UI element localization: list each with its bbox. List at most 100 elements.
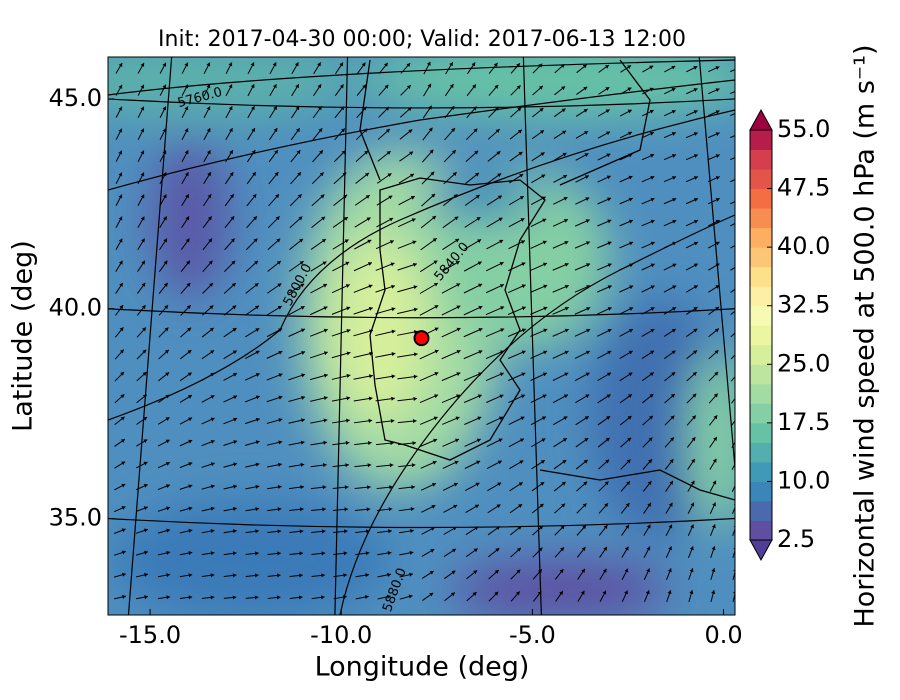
wind-arrow-head [140,172,145,177]
wind-arrow-head [607,241,612,246]
wind-arrow-head [318,128,323,133]
contour-line [339,214,735,615]
wind-arrow [730,310,735,316]
wind-arrow-head [560,64,565,68]
wind-arrow-head [520,218,525,222]
wind-arrow-head [455,438,459,443]
wind-arrow-head [476,438,481,443]
wind-arrow-head [299,529,304,534]
wind-arrow-head [188,551,193,556]
wind-arrow-head [715,197,720,202]
colorbar-band [750,130,772,151]
colorbar-band [750,169,772,190]
wind-arrow-head [229,150,233,155]
wind-arrow-head [165,417,170,421]
wind-arrow [397,285,418,293]
wind-arrow-head [564,306,569,311]
wind-arrow-head [368,396,373,401]
wind-arrow-head [713,437,717,441]
x-tick-label: -15.0 [119,621,181,649]
wind-arrow-head [118,63,123,68]
wind-arrow-head [650,263,655,268]
wind-arrow-head [564,262,569,267]
wind-arrow-head [628,131,632,136]
wind-arrow-head [650,197,655,202]
wind-arrow-head [542,240,547,245]
wind-arrow-head [341,150,346,155]
wind-arrow-head [322,507,326,512]
wind-arrow-head [583,481,588,486]
wind-arrow-head [691,458,695,463]
contour-line [108,79,735,191]
wind-arrow [732,591,735,603]
wind-arrow [730,244,735,249]
wind-arrow-head [297,194,302,199]
colorbar-band [750,364,772,385]
wind-arrow-head [521,328,526,333]
wind-arrow-head [274,150,278,155]
wind-arrow-head [538,85,543,90]
wind-arrow-head [429,571,434,575]
wind-arrow-head [602,590,607,595]
wind-arrow-head [667,590,672,595]
wind-arrow-head [693,219,698,224]
wind-arrow-head [228,106,233,111]
wind-arrow-head [368,440,372,446]
colorbar-band [750,325,772,346]
wind-arrow-head [363,128,368,133]
wind-arrow-head [672,154,676,158]
wind-arrow-head [232,305,237,310]
wind-arrow-head [738,176,742,180]
wind-arrow-head [564,350,569,355]
wind-arrow-head [519,196,524,200]
wind-arrow-head [346,306,351,311]
colorbar-band [750,188,772,209]
wind-arrow-head [255,373,260,377]
wind-arrow-head [693,350,697,355]
wind-arrow-head [300,283,305,288]
wind-arrow-head [540,130,545,134]
wind-arrow-head [369,329,373,334]
wind-arrow-head [672,176,677,180]
wind-arrow-head [277,507,282,512]
wind-arrow-head [119,327,124,332]
colorbar-tick-label: 47.5 [777,174,830,202]
wind-arrow [397,308,418,315]
wind-arrow-head [497,173,502,178]
colorbar-frame [749,129,773,541]
wind-arrow-head [165,372,170,377]
colorbar-band [750,247,772,268]
wind-arrow-head [627,65,632,70]
wind-arrow-head [210,395,215,399]
wind-arrow-head [690,480,695,485]
wind-arrow-head [562,438,567,442]
wind-arrow-head [649,65,654,70]
wind-arrow-head [712,458,717,463]
wind-arrow-head [184,150,189,155]
wind-arrow-head [255,395,260,400]
wind-arrow-head [428,127,433,132]
wind-arrow-head [255,484,260,489]
wind-arrow-head [540,152,545,157]
wind-arrow-head [121,528,126,533]
wind-arrow-head [691,437,696,442]
wind-arrow-head [389,485,393,490]
wind-arrow-head [344,239,349,244]
wind-arrow-head [295,84,299,89]
wind-arrow-head [298,216,303,221]
wind-arrow-head [140,128,145,133]
wind-arrow-head [650,175,655,180]
wind-arrow [730,157,735,161]
colorbar-tick-label: 17.5 [777,408,830,436]
wind-arrow-head [162,106,167,111]
wind-arrow-head [453,504,458,509]
wind-arrow-head [563,218,568,223]
wind-arrow-head [141,238,145,243]
wind-arrow-head [231,283,236,287]
wind-arrow-head [272,84,277,89]
wind-arrow-head [208,238,213,243]
x-tick-label: -5.0 [509,621,556,649]
wind-arrow-head [429,592,434,597]
wind-arrow-head [229,172,234,177]
wind-arrow-head [450,592,455,597]
